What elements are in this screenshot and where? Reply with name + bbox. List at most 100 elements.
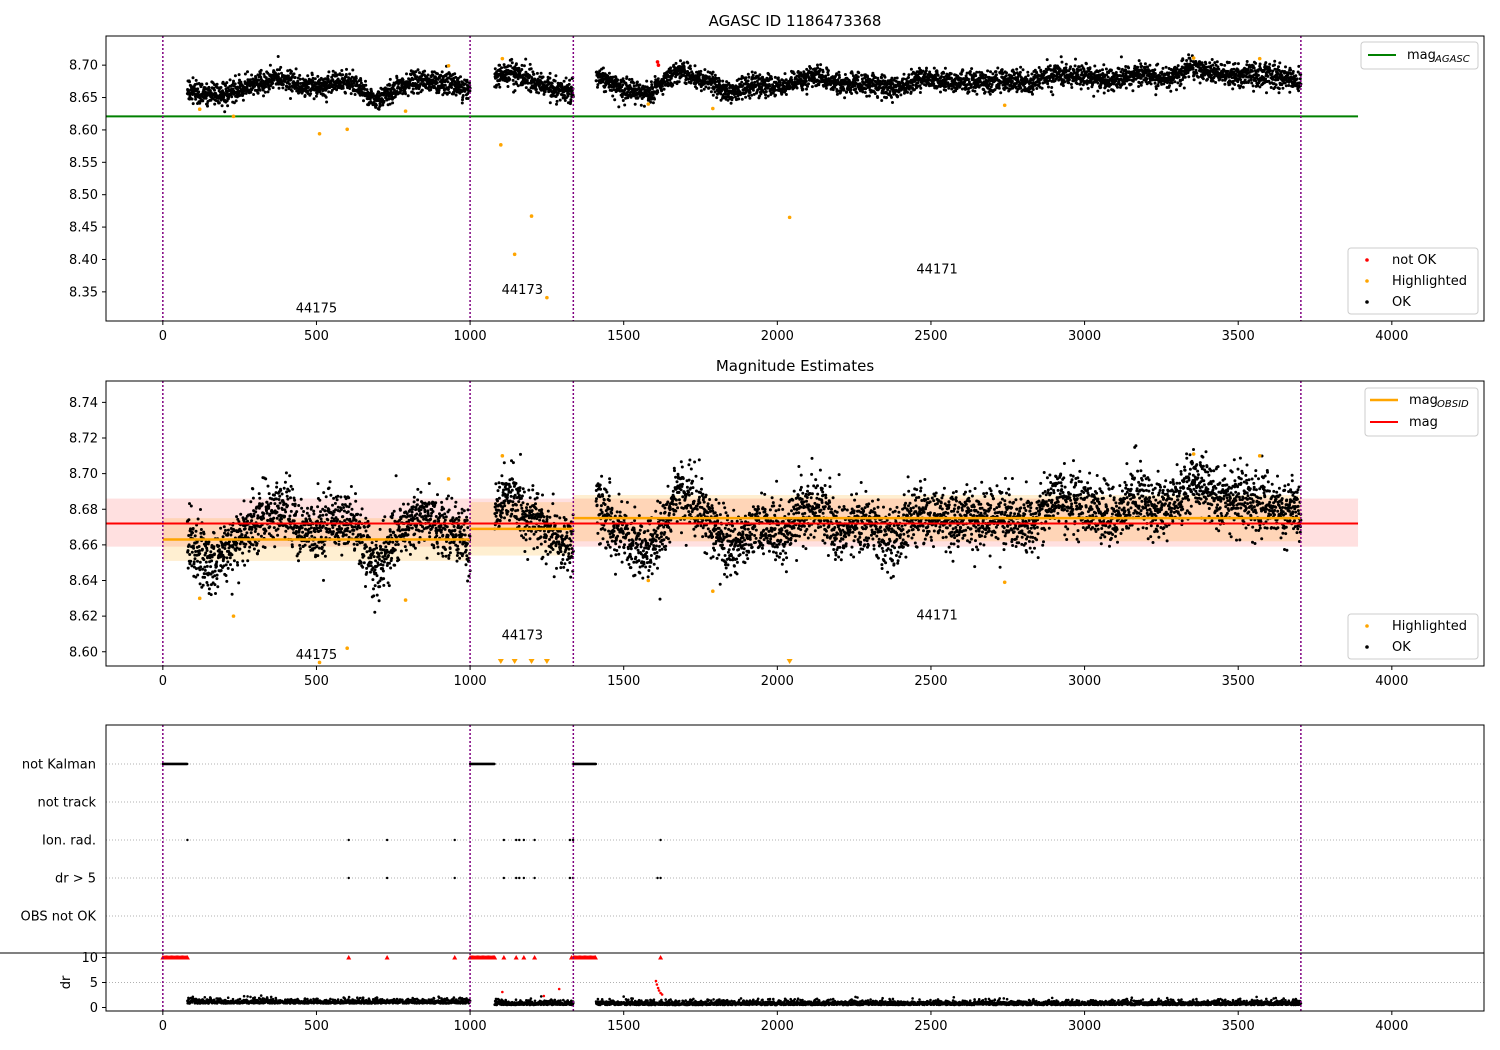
ok-point xyxy=(254,76,258,80)
ok-point xyxy=(746,79,750,83)
ok-point xyxy=(764,93,767,97)
ok-point xyxy=(880,76,883,80)
ok-point xyxy=(264,85,268,89)
ok-point xyxy=(1214,81,1218,84)
ok-point xyxy=(894,85,898,89)
ok-point xyxy=(208,89,212,92)
ok-point xyxy=(365,88,369,92)
ok-point xyxy=(746,72,750,76)
ok-point xyxy=(1228,82,1232,86)
ok-point xyxy=(568,78,572,82)
ok-point xyxy=(243,85,247,89)
ok-point xyxy=(266,90,270,94)
ok-point xyxy=(1210,58,1214,61)
ok-point xyxy=(653,97,656,101)
ok-point xyxy=(378,104,382,108)
ok-point xyxy=(446,80,450,84)
ok-point xyxy=(333,71,337,75)
ok-point xyxy=(907,75,910,79)
ok-point xyxy=(493,67,497,71)
ok-point xyxy=(810,85,814,89)
ok-point xyxy=(770,77,774,81)
ok-point xyxy=(861,90,865,94)
ok-point xyxy=(1069,82,1073,86)
ok-point xyxy=(1026,70,1030,74)
ok-point xyxy=(595,79,598,83)
ok-point xyxy=(1045,58,1049,62)
ok-point xyxy=(418,71,421,75)
ok-point xyxy=(345,67,348,71)
ok-point xyxy=(890,76,894,80)
ok-point xyxy=(950,87,954,91)
ok-point xyxy=(310,73,314,77)
ok-point xyxy=(1075,82,1079,86)
ok-point xyxy=(974,74,978,78)
ok-point xyxy=(511,78,515,82)
ok-point xyxy=(339,80,343,84)
ok-point xyxy=(766,94,770,98)
ok-point xyxy=(194,78,198,82)
ok-point xyxy=(191,76,195,80)
ok-point xyxy=(277,72,281,76)
ok-point xyxy=(1233,62,1237,65)
ok-point xyxy=(1026,74,1030,77)
ok-point xyxy=(648,88,652,92)
ok-point xyxy=(1049,90,1053,94)
ok-point xyxy=(1210,73,1213,77)
ok-point xyxy=(453,72,457,76)
ok-point xyxy=(849,88,853,92)
ok-point xyxy=(1170,81,1174,85)
ok-point xyxy=(567,92,571,96)
ok-point xyxy=(677,80,681,84)
ok-point xyxy=(436,72,439,76)
ok-point xyxy=(970,67,974,71)
ok-point xyxy=(286,69,290,73)
ok-point xyxy=(388,102,392,106)
ok-points xyxy=(185,53,1303,114)
ok-point xyxy=(290,70,293,73)
ok-point xyxy=(1145,77,1149,81)
ok-point xyxy=(1079,87,1083,91)
ok-point xyxy=(241,98,245,102)
ok-point xyxy=(450,86,454,89)
ok-point xyxy=(548,71,552,75)
ok-point xyxy=(374,103,378,107)
ok-point xyxy=(228,78,232,82)
ok-point xyxy=(1191,66,1195,70)
ok-point xyxy=(443,83,447,87)
ok-point xyxy=(435,81,439,85)
ok-point xyxy=(306,85,310,89)
ok-point xyxy=(944,88,948,92)
ok-point xyxy=(293,76,297,79)
ok-point xyxy=(224,84,227,88)
ok-point xyxy=(994,70,998,74)
ok-point xyxy=(902,77,906,81)
ok-point xyxy=(715,96,719,100)
ok-point xyxy=(279,65,283,69)
ok-point xyxy=(1161,66,1165,70)
ok-point xyxy=(744,76,748,80)
ok-point xyxy=(331,78,335,82)
ok-point xyxy=(1140,80,1144,84)
ok-point xyxy=(284,88,288,92)
ok-point xyxy=(856,75,860,79)
ok-point xyxy=(1124,86,1128,90)
agasc-title: AGASC ID 1186473368 xyxy=(709,12,882,30)
ok-point xyxy=(924,72,927,75)
ok-point xyxy=(896,94,900,98)
ok-point xyxy=(500,66,504,70)
ok-point xyxy=(792,72,796,76)
ok-point xyxy=(1223,63,1227,67)
ok-point xyxy=(558,98,562,102)
ok-point xyxy=(335,88,339,92)
ok-point xyxy=(191,102,195,106)
ok-point xyxy=(1206,77,1209,81)
ok-point xyxy=(512,82,516,86)
ok-point xyxy=(939,90,942,94)
ok-point xyxy=(1241,85,1245,89)
ok-point xyxy=(209,98,213,102)
ok-point xyxy=(447,91,451,94)
ok-point xyxy=(748,90,752,94)
ok-point xyxy=(1096,89,1100,93)
ok-point xyxy=(1038,81,1042,85)
